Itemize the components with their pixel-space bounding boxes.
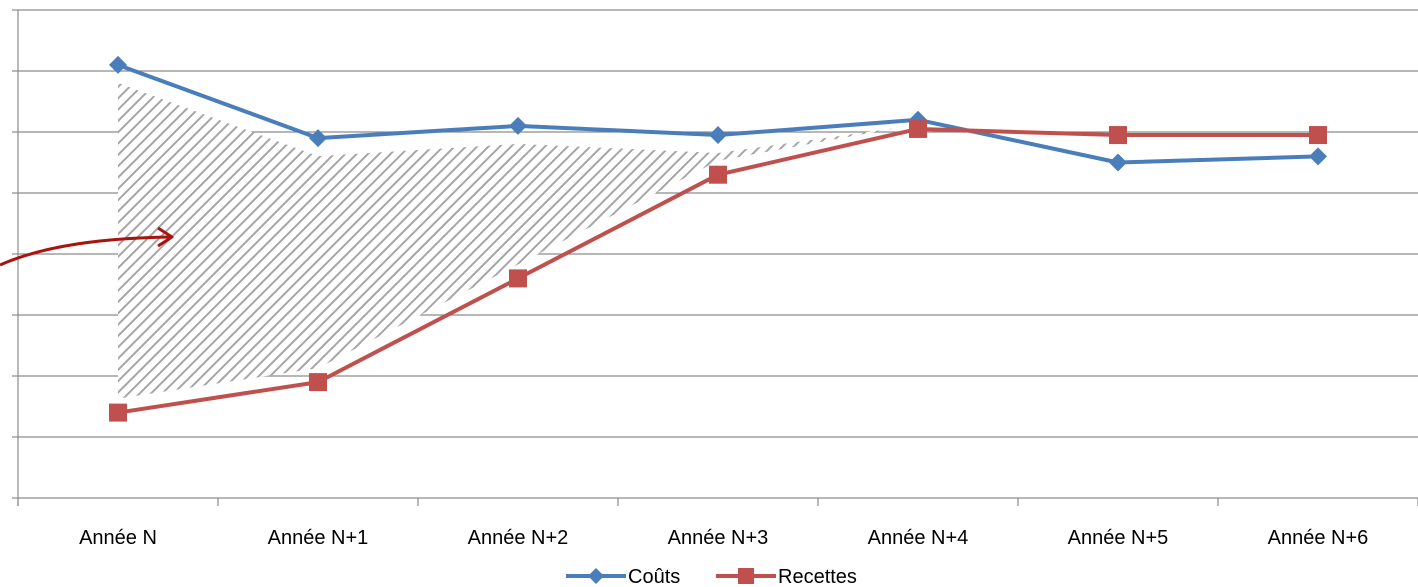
legend-item: Recettes (716, 566, 857, 587)
legend-label: Coûts (628, 566, 680, 587)
x-tick-label: Année N+1 (268, 527, 369, 549)
x-tick-label: Année N+3 (668, 527, 769, 549)
data-point (509, 269, 527, 288)
x-tick-label: Année N (79, 527, 157, 549)
arrow-head (157, 226, 174, 248)
data-point (109, 55, 127, 74)
x-tick-label: Année N+2 (468, 527, 569, 549)
x-tick-label: Année N+4 (868, 527, 969, 549)
x-tick-label: Année N+5 (1068, 527, 1169, 549)
axes: Année N Année N+1 Année N+2 Année N+3 Année … (12, 9, 1418, 549)
annotation (0, 226, 174, 267)
data-point (309, 373, 327, 392)
data-point (1309, 147, 1327, 166)
legend-label: Recettes (778, 566, 857, 587)
legend: Coûts Recettes (566, 566, 857, 587)
series-1 (109, 55, 1327, 172)
data-point (109, 403, 127, 422)
data-point (509, 116, 527, 135)
legend-marker (588, 568, 604, 584)
gap-area (118, 82, 898, 399)
data-point (909, 119, 927, 138)
hatched-gap-area (118, 82, 898, 399)
data-point (1109, 126, 1127, 145)
annotation-arrow (0, 235, 171, 267)
data-point (1109, 153, 1127, 172)
series-2 (109, 119, 1327, 422)
x-tick-label: Année N+6 (1268, 527, 1369, 549)
series-line (117, 63, 1319, 165)
data-point (709, 126, 727, 145)
data-point (1309, 126, 1327, 145)
legend-marker (738, 568, 754, 584)
legend-item: Coûts (566, 566, 680, 587)
data-point (309, 129, 327, 148)
data-point (709, 165, 727, 184)
series-group (109, 55, 1327, 422)
